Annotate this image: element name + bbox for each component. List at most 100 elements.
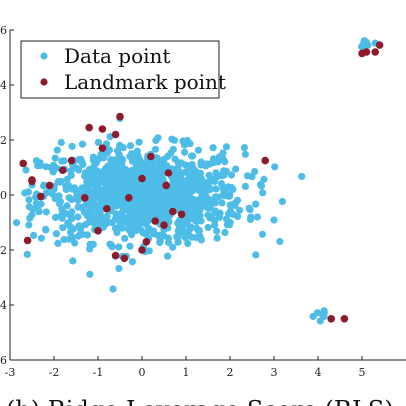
landmark-point xyxy=(375,41,384,49)
landmark-point xyxy=(147,152,155,161)
y-tick-label: 2 xyxy=(0,134,7,147)
data-point xyxy=(29,231,38,239)
y-tick-label: 4 xyxy=(0,79,7,92)
data-point xyxy=(49,168,57,176)
data-point xyxy=(194,146,202,154)
data-point xyxy=(85,171,93,179)
data-point xyxy=(181,148,189,156)
data-point xyxy=(170,136,178,144)
data-point xyxy=(154,208,162,216)
data-point xyxy=(78,140,87,148)
data-point xyxy=(167,149,175,157)
data-point xyxy=(313,309,321,317)
data-point xyxy=(118,224,126,232)
landmark-point xyxy=(111,251,120,260)
data-point xyxy=(58,205,66,213)
data-point xyxy=(92,167,100,175)
data-point xyxy=(113,147,122,155)
data-point xyxy=(155,164,163,172)
data-point xyxy=(220,167,228,175)
data-point xyxy=(260,175,268,183)
data-point xyxy=(257,182,266,190)
data-point xyxy=(68,142,76,150)
data-point xyxy=(89,240,97,248)
data-point xyxy=(106,240,114,248)
data-point xyxy=(221,228,229,237)
data-point xyxy=(145,247,153,255)
data-point xyxy=(51,213,60,221)
data-point xyxy=(75,166,83,174)
legend-label-landmark-point: Landmark point xyxy=(64,70,226,94)
data-point xyxy=(153,179,161,187)
data-point xyxy=(94,138,102,146)
data-point xyxy=(57,138,65,147)
landmark-point xyxy=(85,123,93,132)
data-point xyxy=(139,229,147,237)
landmark-point xyxy=(59,166,67,174)
data-point xyxy=(180,141,189,149)
data-point xyxy=(124,206,132,214)
data-point xyxy=(53,146,61,154)
data-point xyxy=(157,158,166,166)
landmark-point xyxy=(103,205,111,213)
data-point xyxy=(22,166,30,174)
data-point xyxy=(189,152,197,160)
data-point xyxy=(87,188,95,196)
data-point xyxy=(111,215,120,223)
data-point xyxy=(58,157,66,165)
data-point xyxy=(258,230,267,238)
data-point xyxy=(213,234,221,242)
data-point xyxy=(271,163,279,171)
landmark-point xyxy=(371,48,380,56)
data-point xyxy=(226,218,234,226)
landmark-point xyxy=(19,159,28,168)
data-point xyxy=(209,159,218,167)
landmark-point xyxy=(340,315,349,323)
y-tick-label: 4 xyxy=(0,299,7,312)
data-point xyxy=(74,232,82,240)
data-point xyxy=(127,227,135,235)
data-point xyxy=(186,140,194,148)
data-point xyxy=(100,217,108,225)
y-tick-label: 0 xyxy=(0,189,7,202)
data-point xyxy=(143,186,152,194)
data-point xyxy=(211,199,219,207)
data-point xyxy=(187,223,195,231)
data-point xyxy=(57,177,65,185)
data-point xyxy=(117,210,125,218)
landmark-point xyxy=(261,156,270,165)
data-point xyxy=(35,208,43,216)
x-tick-label: 1 xyxy=(183,366,190,379)
data-point xyxy=(112,156,120,164)
data-point xyxy=(131,190,139,198)
data-point xyxy=(251,168,259,176)
data-point xyxy=(169,243,177,251)
data-point xyxy=(36,162,44,170)
data-point xyxy=(316,317,324,325)
data-point xyxy=(174,158,182,166)
data-point xyxy=(120,180,129,188)
data-point xyxy=(55,192,63,200)
data-point xyxy=(195,177,203,185)
data-point xyxy=(125,169,133,178)
data-point xyxy=(126,242,134,250)
data-point xyxy=(132,168,140,176)
data-point xyxy=(219,184,227,192)
x-tick-label: -2 xyxy=(49,366,60,379)
landmark-point xyxy=(138,246,146,254)
x-tick-label: 4 xyxy=(315,366,322,379)
data-point xyxy=(209,144,217,152)
data-point xyxy=(178,180,186,189)
data-point xyxy=(69,225,77,233)
landmark-point xyxy=(45,181,54,190)
landmark-point xyxy=(98,144,107,152)
data-point xyxy=(99,154,108,162)
data-point xyxy=(71,239,79,247)
data-point xyxy=(25,203,33,211)
landmark-point xyxy=(327,315,336,323)
data-point xyxy=(85,218,93,226)
data-point xyxy=(201,194,210,202)
data-point xyxy=(114,165,122,173)
points-layer xyxy=(12,37,384,325)
data-point xyxy=(23,250,31,258)
